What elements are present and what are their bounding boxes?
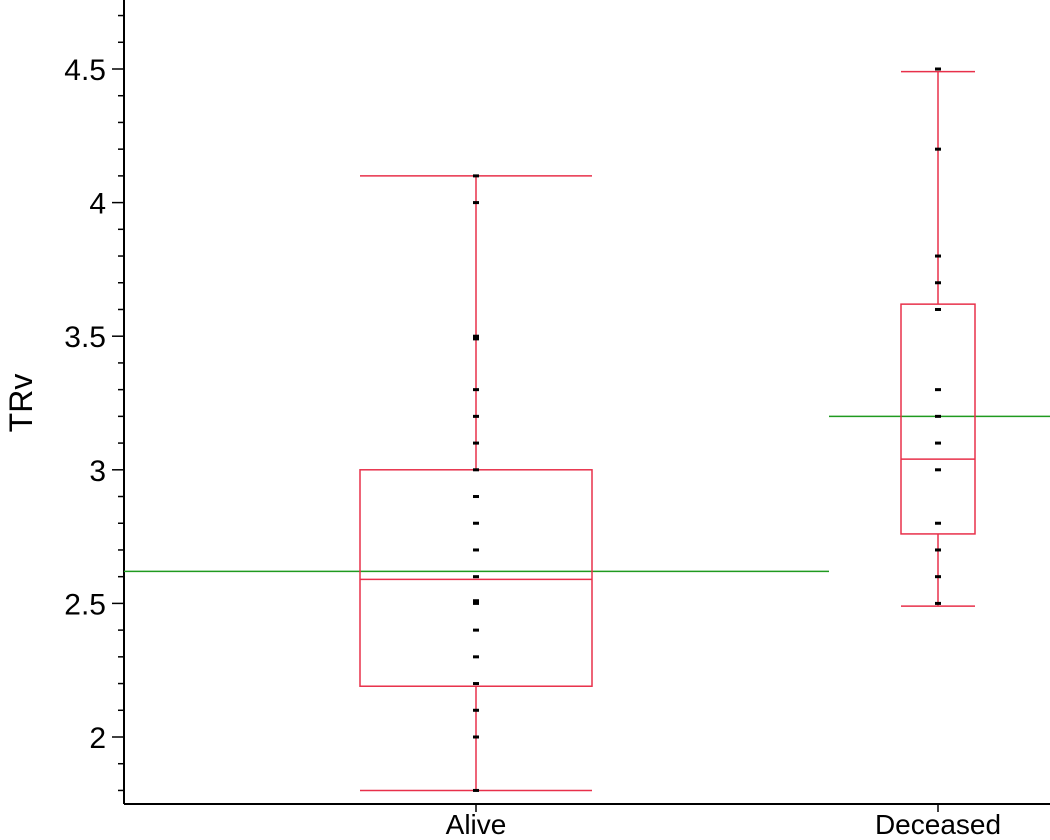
data-point xyxy=(473,548,479,552)
y-tick-label: 4.5 xyxy=(64,54,106,87)
data-point xyxy=(473,521,479,525)
data-point xyxy=(473,174,479,178)
x-category-label: Alive xyxy=(446,809,507,840)
iqr-box xyxy=(900,303,976,535)
data-point xyxy=(935,414,941,418)
data-point xyxy=(935,388,941,392)
x-axis-category-labels: Alive Deceased xyxy=(446,804,1001,840)
data-point xyxy=(935,575,941,579)
data-point xyxy=(473,655,479,659)
data-point xyxy=(473,495,479,499)
data-point xyxy=(935,548,941,552)
data-point xyxy=(935,147,941,151)
y-axis-title: TRv xyxy=(3,374,39,433)
data-point xyxy=(473,441,479,445)
data-point xyxy=(935,67,941,71)
y-tick-label: 2 xyxy=(89,722,106,755)
group-mean-lines xyxy=(124,415,1050,573)
data-points xyxy=(473,67,941,792)
data-point xyxy=(935,254,941,258)
y-tick-label: 3 xyxy=(89,455,106,488)
data-point xyxy=(473,601,479,605)
data-point xyxy=(473,599,479,603)
data-point xyxy=(935,601,941,605)
y-tick-label: 4 xyxy=(89,188,106,221)
data-point xyxy=(935,468,941,472)
data-point xyxy=(473,788,479,792)
data-point xyxy=(473,337,479,341)
data-point xyxy=(473,388,479,392)
y-axis-ticks: 2 2.5 3 3.5 4 4.5 xyxy=(64,14,124,792)
data-point xyxy=(473,628,479,632)
data-point xyxy=(473,468,479,472)
data-point xyxy=(473,735,479,739)
data-point xyxy=(935,281,941,285)
data-point xyxy=(473,708,479,712)
y-tick-label: 3.5 xyxy=(64,321,106,354)
y-tick-label: 2.5 xyxy=(64,588,106,621)
x-category-label: Deceased xyxy=(875,809,1001,840)
plot-frame xyxy=(123,0,1050,805)
data-point xyxy=(473,334,479,338)
box-series xyxy=(359,70,976,792)
data-point xyxy=(935,441,941,445)
data-point xyxy=(473,682,479,686)
data-point xyxy=(473,201,479,205)
data-point xyxy=(473,414,479,418)
data-point xyxy=(935,307,941,311)
data-point xyxy=(473,575,479,579)
data-point xyxy=(935,521,941,525)
